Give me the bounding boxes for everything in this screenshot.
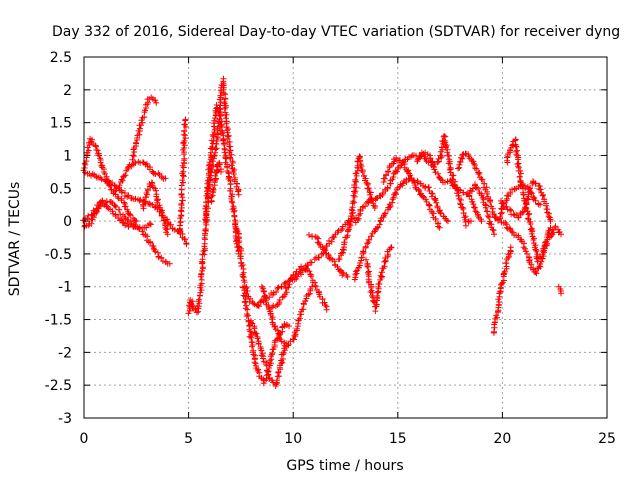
x-tick-label: 25 [598, 431, 616, 447]
y-tick-label: -2.5 [45, 378, 72, 394]
grid-lines [84, 57, 607, 418]
data-points [80, 75, 564, 389]
y-tick-label: -0.5 [45, 247, 72, 263]
y-tick-label: -3 [58, 411, 72, 427]
chart-title: Day 332 of 2016, Sidereal Day-to-day VTE… [52, 24, 620, 40]
y-tick-label: 2 [63, 83, 72, 99]
x-tick-label: 20 [493, 431, 511, 447]
y-tick-label: 0 [63, 214, 72, 230]
x-tick-label: 10 [284, 431, 302, 447]
axis-ticks: 0 5 10 15 20 25 -3 -2.5 -2 -1.5 -1 -0.5 0 0.5 1 1.5 2 2.5 [45, 50, 616, 447]
y-tick-label: -1.5 [45, 313, 72, 329]
x-tick-label: 0 [80, 431, 89, 447]
y-tick-label: -1 [58, 280, 72, 296]
y-tick-label: 2.5 [50, 50, 72, 66]
x-tick-label: 5 [184, 431, 193, 447]
y-tick-label: 1.5 [50, 116, 72, 132]
y-tick-label: 0.5 [50, 181, 72, 197]
y-tick-label: 1 [63, 148, 72, 164]
x-tick-label: 15 [389, 431, 407, 447]
y-tick-label: -2 [58, 345, 72, 361]
plot-frame [83, 56, 608, 419]
y-axis-label: SDTVAR / TECUs [7, 182, 23, 297]
x-axis-label: GPS time / hours [286, 458, 403, 474]
sdtvar-markers [80, 75, 564, 389]
